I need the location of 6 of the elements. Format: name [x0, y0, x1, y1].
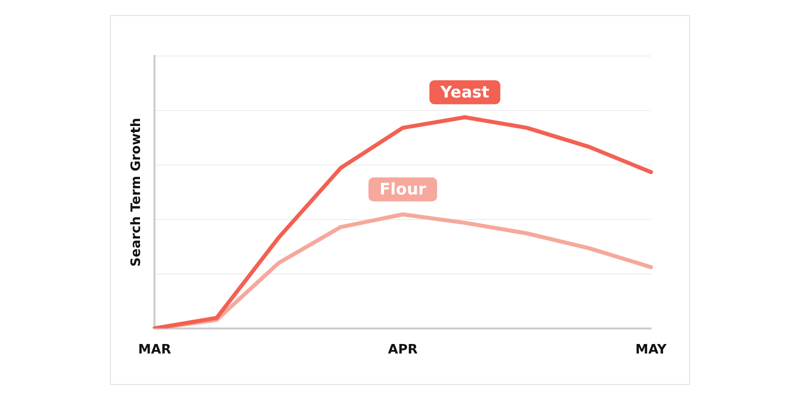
x-tick-label: APR	[388, 342, 418, 358]
series-label: Yeast	[439, 82, 490, 102]
series-label: Flour	[379, 180, 426, 199]
y-axis-title: Search Term Growth	[129, 118, 144, 267]
x-tick-label: MAR	[138, 342, 172, 358]
x-tick-label: MAY	[635, 342, 668, 358]
